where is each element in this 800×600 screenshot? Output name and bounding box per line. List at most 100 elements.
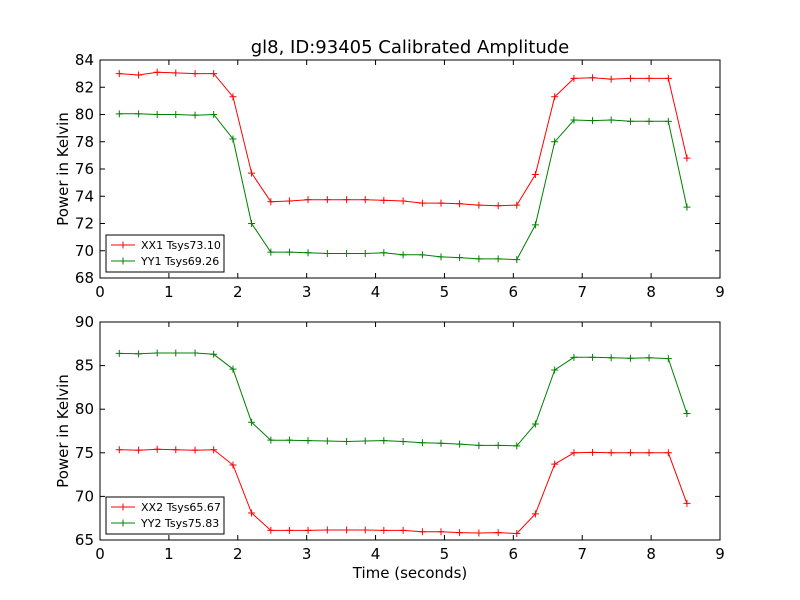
data-point-marker [645, 74, 653, 82]
data-point-marker [323, 526, 331, 534]
data-point-marker [531, 170, 539, 178]
data-point-marker [531, 221, 539, 229]
legend-label: YY1 Tsys69.26 [140, 255, 219, 268]
data-point-marker [551, 460, 559, 468]
x-tick-label: 5 [440, 283, 450, 301]
legend-box [105, 496, 225, 535]
data-point-marker [475, 201, 483, 209]
data-point-marker [456, 254, 464, 262]
data-point-marker [172, 111, 180, 118]
data-point-marker [285, 248, 293, 256]
legend: XX1 Tsys73.10 YY1 Tsys69.26 [105, 234, 225, 273]
data-point-marker [380, 526, 388, 534]
data-point-marker [418, 528, 426, 536]
data-point-marker [361, 526, 369, 534]
data-point-marker [304, 196, 312, 204]
legend-label: YY2 Tsys75.83 [140, 517, 219, 530]
legend-marker [119, 519, 127, 527]
data-point-marker [456, 529, 464, 537]
y-tick-label: 82 [75, 78, 94, 96]
data-point-marker [172, 69, 180, 77]
data-point-marker [475, 529, 483, 537]
data-point-marker [343, 249, 351, 257]
data-point-marker [172, 349, 180, 357]
x-tick-label: 9 [715, 283, 725, 301]
data-point-marker [626, 117, 634, 125]
data-point-marker [153, 445, 161, 453]
y-tick-label: 70 [75, 242, 94, 260]
y-tick-label: 78 [75, 133, 94, 151]
data-point-marker [153, 349, 161, 357]
y-tick-label: 84 [75, 51, 94, 69]
data-point-marker [399, 197, 407, 205]
data-point-marker [475, 441, 483, 449]
data-point-marker [285, 436, 293, 444]
data-point-marker [115, 349, 123, 357]
data-point-marker [570, 74, 578, 82]
y-axis-label: Power in Kelvin [54, 112, 72, 226]
data-point-marker [645, 354, 653, 362]
data-point-marker [494, 441, 502, 449]
data-point-marker [664, 117, 672, 125]
data-point-marker [191, 446, 199, 454]
x-tick-label: 6 [509, 283, 519, 301]
data-point-marker [343, 196, 351, 204]
y-tick-label: 70 [75, 487, 94, 505]
data-point-marker [607, 449, 615, 457]
x-tick-label: 8 [646, 545, 656, 563]
data-point-marker [513, 256, 521, 264]
data-point-marker [343, 437, 351, 445]
x-tick-label: 4 [371, 545, 381, 563]
data-point-marker [210, 446, 218, 454]
x-tick-label: 2 [233, 283, 243, 301]
data-point-marker [664, 449, 672, 457]
x-tick-label: 7 [577, 545, 587, 563]
x-tick-label: 3 [302, 283, 312, 301]
legend-marker [119, 503, 127, 511]
data-point-marker [626, 74, 634, 82]
data-point-marker [607, 116, 615, 124]
x-tick-label: 7 [577, 283, 587, 301]
legend-marker [119, 241, 127, 249]
x-tick-label: 3 [302, 545, 312, 563]
legend-label: XX1 Tsys73.10 [141, 239, 221, 252]
data-point-marker [437, 253, 445, 261]
data-point-marker [607, 75, 615, 83]
legend: XX2 Tsys65.67 YY2 Tsys75.83 [105, 496, 225, 535]
y-tick-label: 80 [75, 106, 94, 124]
data-point-marker [683, 203, 691, 211]
data-point-marker [135, 110, 143, 118]
legend-box [105, 234, 225, 273]
data-point-marker [570, 116, 578, 124]
data-point-marker [115, 110, 123, 118]
data-point-marker [285, 526, 293, 534]
data-point-marker [399, 526, 407, 534]
data-point-marker [248, 509, 256, 517]
data-point-marker [437, 199, 445, 207]
data-point-marker [323, 196, 331, 204]
data-point-marker [248, 418, 256, 426]
data-point-marker [191, 70, 199, 78]
data-point-marker [531, 510, 539, 518]
y-tick-label: 68 [75, 269, 94, 287]
data-point-marker [135, 446, 143, 454]
data-point-marker [607, 354, 615, 362]
y-axis-label: Power in Kelvin [54, 374, 72, 488]
data-point-marker [135, 350, 143, 358]
data-point-marker [191, 349, 199, 357]
x-tick-label: 2 [233, 545, 243, 563]
data-point-marker [153, 68, 161, 76]
x-tick-label: 4 [371, 283, 381, 301]
series-line [119, 71, 688, 207]
x-tick-label: 1 [164, 545, 174, 563]
data-point-marker [683, 499, 691, 507]
data-point-marker [494, 529, 502, 537]
data-point-marker [531, 420, 539, 428]
data-point-marker [513, 442, 521, 450]
data-point-marker [267, 198, 275, 206]
series-1 [115, 110, 691, 264]
data-point-marker [513, 201, 521, 209]
x-tick-label: 5 [440, 545, 450, 563]
y-tick-label: 90 [75, 313, 94, 331]
